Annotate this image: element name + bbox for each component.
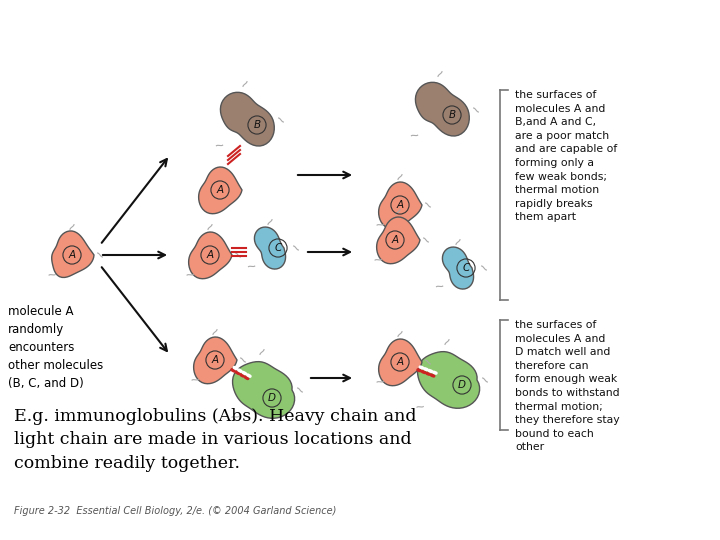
Text: D: D <box>458 380 466 390</box>
Text: A: A <box>397 357 404 367</box>
Text: B: B <box>449 110 456 120</box>
Polygon shape <box>52 231 94 278</box>
Polygon shape <box>220 92 274 146</box>
Polygon shape <box>442 247 474 289</box>
Polygon shape <box>418 352 480 408</box>
Text: B: B <box>253 120 261 130</box>
Text: A: A <box>68 250 76 260</box>
Text: D: D <box>268 393 276 403</box>
Polygon shape <box>415 83 469 136</box>
Polygon shape <box>379 182 422 229</box>
Text: A: A <box>212 355 219 365</box>
Text: molecule A
randomly
encounters
other molecules
(B, C, and D): molecule A randomly encounters other mol… <box>8 305 103 390</box>
Text: A: A <box>217 185 224 195</box>
Text: E.g. immunoglobulins (Abs). Heavy chain and
light chain are made in various loca: E.g. immunoglobulins (Abs). Heavy chain … <box>14 408 417 472</box>
Text: C: C <box>462 263 469 273</box>
Text: A: A <box>207 250 214 260</box>
Polygon shape <box>194 337 237 384</box>
Polygon shape <box>254 227 286 269</box>
Text: the surfaces of
molecules A and
B,and A and C,
are a poor match
and are capable : the surfaces of molecules A and B,and A … <box>515 90 617 222</box>
Polygon shape <box>189 232 232 279</box>
Text: C: C <box>274 243 282 253</box>
Text: the surfaces of
molecules A and
D match well and
therefore can
form enough weak
: the surfaces of molecules A and D match … <box>515 320 620 453</box>
Polygon shape <box>233 362 294 418</box>
Text: A: A <box>397 200 404 210</box>
Polygon shape <box>377 217 420 264</box>
Polygon shape <box>379 339 422 386</box>
Polygon shape <box>199 167 242 214</box>
Text: Figure 2-32  Essential Cell Biology, 2/e. (© 2004 Garland Science): Figure 2-32 Essential Cell Biology, 2/e.… <box>14 507 337 516</box>
Text: A: A <box>392 235 399 245</box>
